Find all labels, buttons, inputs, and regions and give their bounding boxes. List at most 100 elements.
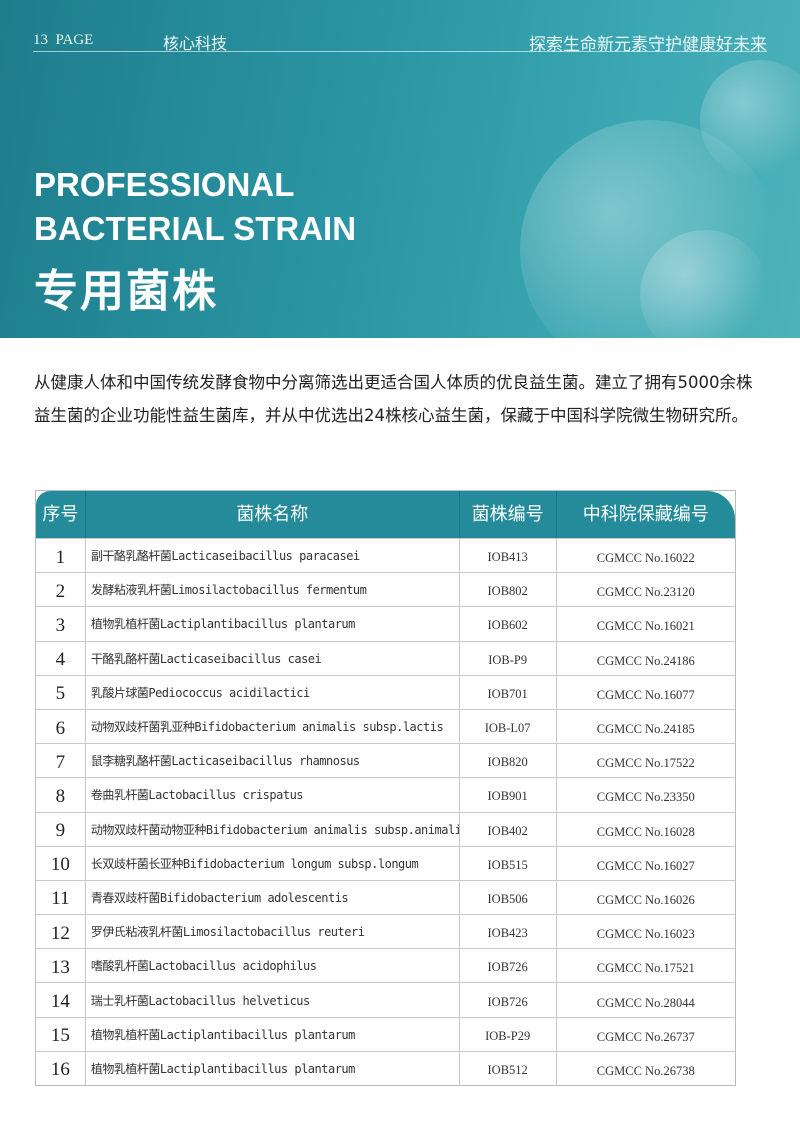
cell-index: 8 [36, 778, 86, 812]
title-en-line1: PROFESSIONAL [34, 166, 295, 203]
cell-strain-code: IOB506 [460, 880, 557, 915]
table-row: 9 动物双歧杆菌动物亚种Bifidobacterium animalis subs… [36, 811, 735, 846]
cell-strain-name: 长双歧杆菌长亚种Bifidobacterium longum subsp.lon… [86, 846, 460, 880]
cell-strain-code: IOB-P9 [460, 641, 557, 675]
cell-cgmcc-number: CGMCC No.16026 [596, 892, 695, 907]
header-index: 序号 [36, 491, 86, 538]
hero-banner: 13 PAGE 核心科技 探索生命新元素守护健康好未来 PROFESSIONAL… [0, 0, 800, 338]
cell-index: 12 [36, 915, 86, 949]
cell-strain-code: IOB512 [460, 1051, 557, 1085]
table-row: 15 植物乳植杆菌Lactiplantibacillus plantarum IOB… [36, 1016, 735, 1051]
cell-cgmcc-number: CGMCC No.17521 [596, 961, 695, 976]
title-english: PROFESSIONAL BACTERIAL STRAIN [34, 163, 356, 251]
cell-strain-name: 植物乳植杆菌Lactiplantibacillus plantarum [86, 1017, 460, 1051]
cell-cgmcc-number: CGMCC No.16022 [596, 551, 695, 566]
cell-strain-code: IOB726 [460, 983, 557, 1017]
cell-index: 2 [36, 573, 86, 607]
table-row: 5 乳酸片球菌Pediococcus acidilactici IOB701 CGMC… [36, 674, 735, 709]
table-row: 14 瑞士乳杆菌Lactobacillus helveticus IOB726 CGM… [36, 982, 735, 1017]
title-en-line2: BACTERIAL STRAIN [34, 210, 357, 247]
table-row: 8 卷曲乳杆菌Lactobacillus crispatus IOB901 CGMCC… [36, 777, 735, 812]
table-row: 12 罗伊氏粘液乳杆菌Limosilactobacillus reuteri IOB… [36, 914, 735, 949]
table-row: 11 青春双歧杆菌Bifidobacterium adolescentis IOB5… [36, 879, 735, 915]
cell-strain-name: 瑞士乳杆菌Lactobacillus helveticus [86, 983, 460, 1017]
table-row: 3 植物乳植杆菌Lactiplantibacillus plantarum IOB6… [36, 606, 735, 641]
header-strain-name: 菌株名称 [86, 491, 460, 538]
strain-table: 序号 菌株名称 菌株编号 中科院保藏编号 1 副干酪乳酪杆菌Lacticaseib… [35, 490, 736, 1086]
cell-strain-name: 动物双歧杆菌动物亚种Bifidobacterium animalis subsp… [86, 812, 460, 846]
cell-cgmcc-number: CGMCC No.16027 [596, 858, 695, 873]
cell-strain-name: 罗伊氏粘液乳杆菌Limosilactobacillus reuteri [86, 915, 460, 949]
cell-cgmcc-number: CGMCC No.28044 [596, 995, 695, 1010]
cell-strain-code: IOB-P29 [460, 1017, 557, 1051]
cell-index: 4 [36, 641, 86, 675]
cell-cgmcc-number: CGMCC No.16077 [596, 687, 695, 702]
cell-strain-name: 干酪乳酪杆菌Lacticaseibacillus casei [86, 641, 460, 675]
cell-strain-code: IOB820 [460, 744, 557, 778]
cell-strain-code: IOB802 [460, 573, 557, 607]
table-body: 1 副干酪乳酪杆菌Lacticaseibacillus paracasei IOB4… [36, 538, 735, 1085]
cell-index: 13 [36, 949, 86, 983]
cell-index: 9 [36, 812, 86, 846]
cell-strain-code: IOB901 [460, 778, 557, 812]
cell-strain-code: IOB402 [460, 812, 557, 846]
page-header: 13 PAGE 核心科技 探索生命新元素守护健康好未来 [33, 30, 767, 55]
cell-strain-name: 鼠李糖乳酪杆菌Lacticaseibacillus rhamnosus [86, 744, 460, 778]
cell-index: 7 [36, 744, 86, 778]
decorative-bubble [640, 230, 770, 338]
page-number: 13 PAGE [33, 32, 94, 48]
cell-index: 1 [36, 539, 86, 573]
cell-cgmcc-number: CGMCC No.17522 [596, 756, 695, 771]
table-row: 1 副干酪乳酪杆菌Lacticaseibacillus paracasei IOB4… [36, 538, 735, 573]
table-row: 10 长双歧杆菌长亚种Bifidobacterium longum subsp.l… [36, 845, 735, 880]
decorative-bubble [700, 60, 800, 180]
cell-strain-code: IOB701 [460, 675, 557, 709]
cell-index: 10 [36, 846, 86, 880]
cell-cgmcc-number: CGMCC No.16021 [596, 619, 695, 634]
cell-strain-name: 乳酸片球菌Pediococcus acidilactici [86, 675, 460, 709]
cell-index: 14 [36, 983, 86, 1017]
cell-cgmcc-number: CGMCC No.26737 [596, 1029, 695, 1044]
cell-strain-code: IOB413 [460, 539, 557, 573]
cell-cgmcc-number: CGMCC No.23120 [596, 585, 695, 600]
table-row: 7 鼠李糖乳酪杆菌Lacticaseibacillus rhamnosus IOB8… [36, 743, 735, 778]
cell-strain-name: 青春双歧杆菌Bifidobacterium adolescentis [86, 880, 460, 915]
cell-strain-code: IOB-L07 [460, 709, 557, 744]
cell-strain-name: 发酵粘液乳杆菌Limosilactobacillus fermentum [86, 573, 460, 607]
cell-strain-code: IOB602 [460, 607, 557, 641]
cell-strain-name: 副干酪乳酪杆菌Lacticaseibacillus paracasei [86, 539, 460, 573]
table-row: 13 嗜酸乳杆菌Lactobacillus acidophilus IOB726 CG… [36, 948, 735, 983]
cell-strain-code: IOB423 [460, 915, 557, 949]
intro-paragraph: 从健康人体和中国传统发酵食物中分离筛选出更适合国人体质的优良益生菌。建立了拥有5… [34, 373, 753, 425]
decorative-bubble [520, 120, 780, 338]
cell-strain-name: 嗜酸乳杆菌Lactobacillus acidophilus [86, 949, 460, 983]
cell-strain-code: IOB515 [460, 846, 557, 880]
header-cgmcc-number: 中科院保藏编号 [582, 504, 709, 525]
cell-index: 5 [36, 675, 86, 709]
cell-cgmcc-number: CGMCC No.16028 [596, 824, 695, 839]
table-row: 4 干酪乳酪杆菌Lacticaseibacillus casei IOB-P9 CGM… [36, 640, 735, 675]
section-title: 核心科技 [163, 34, 228, 53]
table-row: 16 植物乳植杆菌Lactiplantibacillus plantarum IOB… [36, 1050, 735, 1085]
header-strain-code: 菌株编号 [460, 491, 557, 538]
table-row: 2 发酵粘液乳杆菌Limosilactobacillus fermentum IOB… [36, 572, 735, 607]
cell-strain-name: 卷曲乳杆菌Lactobacillus crispatus [86, 778, 460, 812]
cell-cgmcc-number: CGMCC No.23350 [596, 790, 695, 805]
cell-index: 16 [36, 1051, 86, 1085]
cell-cgmcc-number: CGMCC No.16023 [596, 927, 695, 942]
cell-strain-name: 动物双歧杆菌乳亚种Bifidobacterium animalis subsp.… [86, 709, 460, 744]
cell-index: 6 [36, 709, 86, 744]
slogan: 探索生命新元素守护健康好未来 [529, 35, 767, 55]
title-chinese: 专用菌株 [34, 266, 218, 317]
cell-index: 15 [36, 1017, 86, 1051]
cell-cgmcc-number: CGMCC No.26738 [596, 1063, 695, 1078]
cell-cgmcc-number: CGMCC No.24186 [596, 653, 695, 668]
cell-strain-name: 植物乳植杆菌Lactiplantibacillus plantarum [86, 607, 460, 641]
cell-index: 11 [36, 880, 86, 915]
cell-strain-code: IOB726 [460, 949, 557, 983]
cell-strain-name: 植物乳植杆菌Lactiplantibacillus plantarum [86, 1051, 460, 1085]
cell-cgmcc-number: CGMCC No.24185 [596, 722, 695, 737]
table-row: 6 动物双歧杆菌乳亚种Bifidobacterium animalis subsp… [36, 708, 735, 744]
cell-index: 3 [36, 607, 86, 641]
table-header: 序号 菌株名称 菌株编号 中科院保藏编号 [36, 491, 735, 538]
